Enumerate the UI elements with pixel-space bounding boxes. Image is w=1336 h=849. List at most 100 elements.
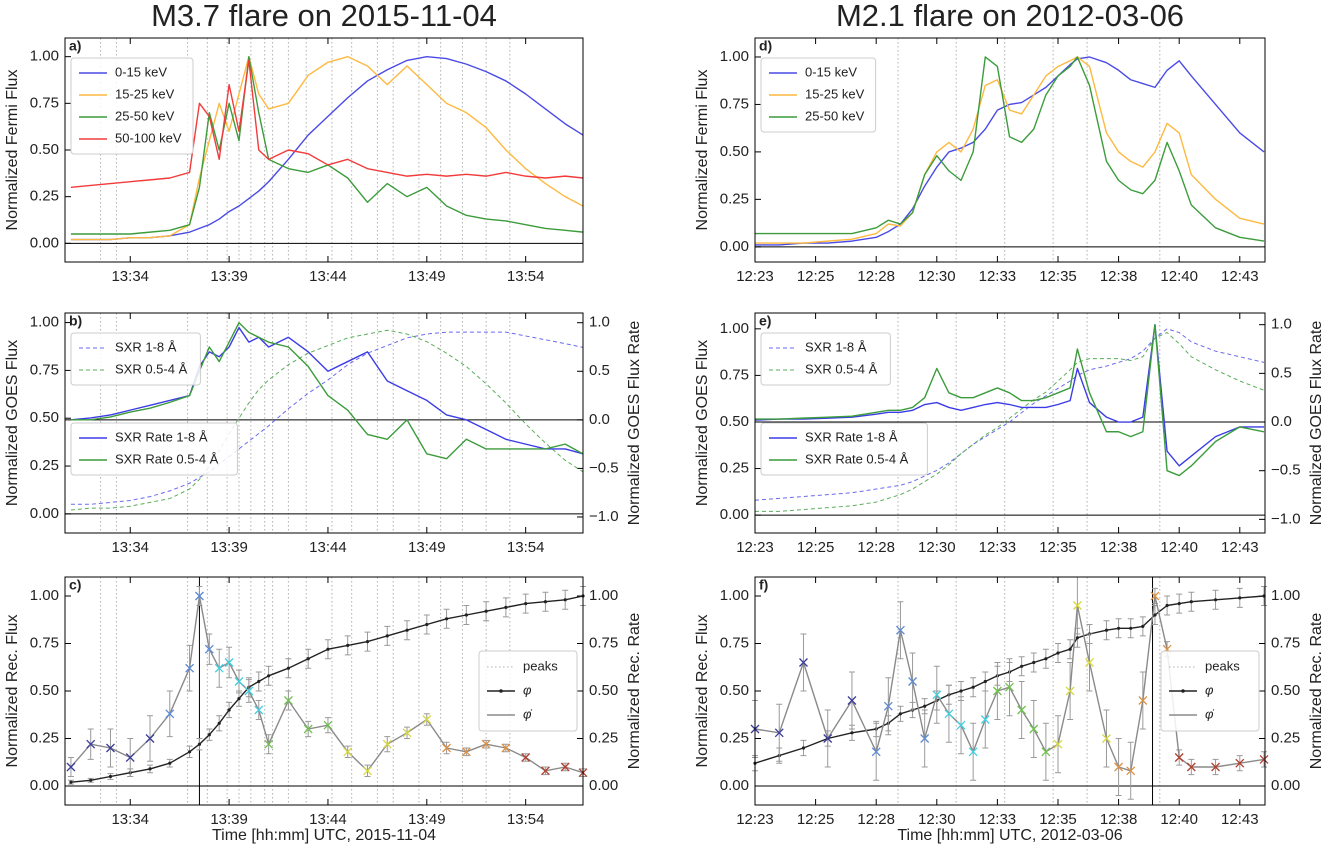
plot-frame xyxy=(64,576,584,806)
y-tick-label: 1.00 xyxy=(30,587,59,604)
x-marker xyxy=(1186,762,1196,772)
x-tick-label: 13:54 xyxy=(507,539,545,556)
legend-label: peaks xyxy=(1205,658,1240,673)
y-tick-label: 0.00 xyxy=(720,238,749,255)
point xyxy=(1189,600,1193,604)
x-tick-label: 13:44 xyxy=(309,539,347,556)
x-marker xyxy=(1174,753,1184,762)
point xyxy=(257,679,261,684)
point xyxy=(286,666,291,670)
series-line xyxy=(70,55,584,241)
x-tick-label: 12:28 xyxy=(857,539,895,556)
y-tick-label: 0.75 xyxy=(720,366,749,383)
legend-label: SXR Rate 1-8 Å xyxy=(115,429,208,444)
legend-label: 0-15 keV xyxy=(805,64,857,79)
y2-tick-label: 0.75 xyxy=(1271,634,1300,651)
y2-tick-label: 0.5 xyxy=(589,362,610,379)
x-marker xyxy=(66,762,76,772)
legend-box xyxy=(1160,650,1260,732)
x-marker xyxy=(847,696,857,705)
x-tick-label: 12:28 xyxy=(857,268,895,285)
y2-tick-label: 0.00 xyxy=(589,777,618,794)
y-tick-label: 0.25 xyxy=(720,460,749,477)
x-marker xyxy=(895,625,905,635)
x-marker xyxy=(1211,762,1221,772)
x-marker xyxy=(1126,766,1136,776)
series-line xyxy=(70,329,584,511)
x-tick-label: 13:39 xyxy=(210,268,248,285)
legend-label: φ xyxy=(523,682,532,697)
x-tick-label: 13:39 xyxy=(210,539,248,556)
y-tick-label: 0.00 xyxy=(30,777,59,794)
point xyxy=(326,647,330,651)
legend-box xyxy=(70,57,194,155)
legend-label: SXR Rate 0.5-4 Å xyxy=(115,451,219,466)
legend-box xyxy=(478,650,578,732)
x-marker xyxy=(920,734,930,743)
x-marker xyxy=(214,663,224,673)
legend-label: 15-25 keV xyxy=(115,86,175,101)
x-marker xyxy=(944,709,954,719)
point xyxy=(1116,626,1121,630)
x-tick-label: 12:33 xyxy=(979,811,1017,828)
legend-label: φ xyxy=(1205,682,1214,697)
x-marker xyxy=(86,739,96,749)
x-marker xyxy=(185,663,195,673)
x-axis-label: Time [hh:mm] UTC, 2012-03-06 xyxy=(897,827,1122,844)
y-tick-label: 0.75 xyxy=(720,95,749,112)
x-marker xyxy=(1065,686,1075,696)
series-line xyxy=(755,56,1265,246)
y2-tick-label: −1.0 xyxy=(589,508,619,525)
x-tick-label: 13:39 xyxy=(210,811,248,828)
x-tick-label: 13:49 xyxy=(408,811,446,828)
y-tick-label: 0.50 xyxy=(720,413,749,430)
x-marker xyxy=(363,766,372,776)
x-marker xyxy=(1102,734,1111,743)
x-marker xyxy=(540,766,550,776)
panel-label: a) xyxy=(69,38,81,54)
x-tick-label: 12:43 xyxy=(1221,268,1259,285)
x-marker xyxy=(303,724,313,734)
x-marker xyxy=(774,728,784,738)
point xyxy=(898,712,903,716)
x-marker xyxy=(145,734,155,743)
point xyxy=(217,721,221,725)
x-tick-label: 12:23 xyxy=(736,811,774,828)
x-marker xyxy=(1005,682,1014,692)
y-tick-label: 0.75 xyxy=(30,634,59,651)
x-marker xyxy=(823,734,833,743)
x-tick-label: 13:49 xyxy=(408,539,446,556)
series-line xyxy=(70,322,584,460)
point xyxy=(1020,664,1024,668)
x-marker xyxy=(932,690,942,700)
y-tick-label: 1.00 xyxy=(720,48,749,65)
legend-label: SXR 0.5-4 Å xyxy=(115,361,188,376)
point xyxy=(959,689,963,693)
x-marker xyxy=(1235,758,1245,768)
y2-axis-label: Normalized GOES Flux Rate xyxy=(626,321,643,526)
legend-box xyxy=(760,422,928,476)
x-marker xyxy=(1138,696,1148,705)
x-marker xyxy=(799,658,808,667)
x-marker xyxy=(1053,739,1063,749)
panel-label: f) xyxy=(759,577,768,593)
y-tick-label: 0.50 xyxy=(30,409,59,426)
y-axis-label: Normalized GOES Flux xyxy=(4,340,21,506)
y2-tick-label: −1.0 xyxy=(1271,510,1301,527)
y-tick-label: 1.00 xyxy=(720,587,749,604)
x-marker xyxy=(254,705,264,715)
legend-box xyxy=(70,332,201,386)
x-tick-label: 12:23 xyxy=(736,268,774,285)
legend-box xyxy=(760,332,891,386)
point xyxy=(1153,613,1157,617)
legend-label: 25-50 keV xyxy=(805,108,865,123)
x-marker xyxy=(244,686,254,696)
y-tick-label: 0.75 xyxy=(720,634,749,651)
x-marker xyxy=(1041,747,1051,757)
y2-tick-label: −0.5 xyxy=(589,459,619,476)
x-tick-label: 12:38 xyxy=(1100,539,1138,556)
x-marker xyxy=(501,743,511,753)
x-marker xyxy=(323,720,333,730)
x-marker xyxy=(481,739,491,749)
point xyxy=(197,742,202,746)
